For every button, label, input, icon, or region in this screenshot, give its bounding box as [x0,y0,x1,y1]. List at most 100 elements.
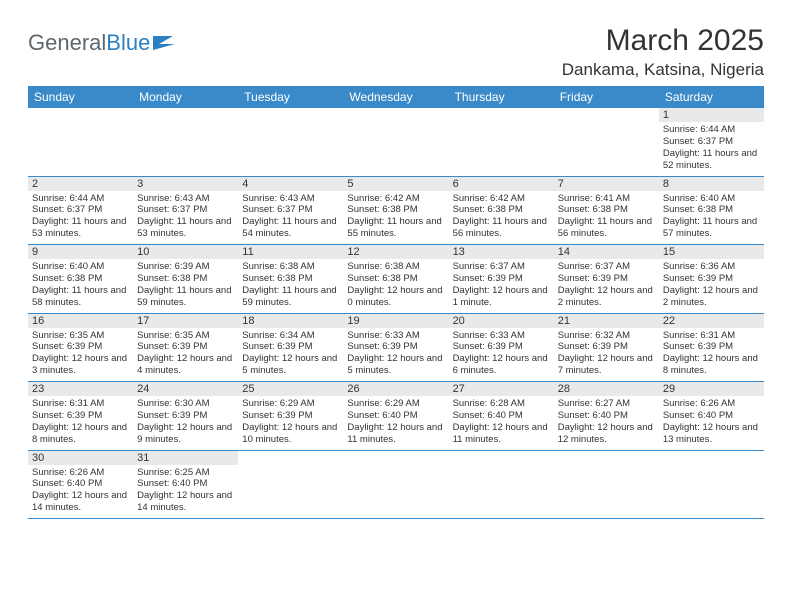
day-number: 12 [343,245,448,259]
day-number: 3 [133,177,238,191]
empty-cell [449,450,554,519]
day-cell: 31Sunrise: 6:25 AMSunset: 6:40 PMDayligh… [133,450,238,519]
day-info: Sunrise: 6:31 AMSunset: 6:39 PMDaylight:… [32,398,129,446]
day-number: 6 [449,177,554,191]
day-cell: 16Sunrise: 6:35 AMSunset: 6:39 PMDayligh… [28,313,133,382]
day-info: Sunrise: 6:38 AMSunset: 6:38 PMDaylight:… [347,261,444,309]
day-info: Sunrise: 6:38 AMSunset: 6:38 PMDaylight:… [242,261,339,309]
day-number: 18 [238,314,343,328]
day-number: 14 [554,245,659,259]
day-cell: 7 Sunrise: 6:41 AMSunset: 6:38 PMDaylight… [554,176,659,245]
day-info: Sunrise: 6:27 AMSunset: 6:40 PMDaylight:… [558,398,655,446]
day-info: Sunrise: 6:32 AMSunset: 6:39 PMDaylight:… [558,330,655,378]
weekday-header: Thursday [449,86,554,108]
day-number: 17 [133,314,238,328]
day-cell: 24Sunrise: 6:30 AMSunset: 6:39 PMDayligh… [133,382,238,451]
day-cell: 23 Sunrise: 6:31 AMSunset: 6:39 PMDayligh… [28,382,133,451]
day-cell: 25Sunrise: 6:29 AMSunset: 6:39 PMDayligh… [238,382,343,451]
weekday-header: Friday [554,86,659,108]
day-info: Sunrise: 6:37 AMSunset: 6:39 PMDaylight:… [453,261,550,309]
empty-cell [449,108,554,176]
calendar-row: 9 Sunrise: 6:40 AMSunset: 6:38 PMDaylight… [28,245,764,314]
day-cell: 8Sunrise: 6:40 AMSunset: 6:38 PMDaylight… [659,176,764,245]
month-title: March 2025 [562,24,764,58]
day-cell: 18Sunrise: 6:34 AMSunset: 6:39 PMDayligh… [238,313,343,382]
day-cell: 15Sunrise: 6:36 AMSunset: 6:39 PMDayligh… [659,245,764,314]
day-number: 23 [28,382,133,396]
header: GeneralBlue March 2025 Dankama, Katsina,… [28,24,764,80]
day-number: 31 [133,451,238,465]
day-number: 20 [449,314,554,328]
logo: GeneralBlue [28,24,175,56]
day-cell: 29Sunrise: 6:26 AMSunset: 6:40 PMDayligh… [659,382,764,451]
day-cell: 14 Sunrise: 6:37 AMSunset: 6:39 PMDayligh… [554,245,659,314]
title-block: March 2025 Dankama, Katsina, Nigeria [562,24,764,80]
empty-cell [343,108,448,176]
day-info: Sunrise: 6:28 AMSunset: 6:40 PMDaylight:… [453,398,550,446]
day-number: 11 [238,245,343,259]
calendar-body: 1 Sunrise: 6:44 AMSunset: 6:37 PMDaylight… [28,108,764,519]
empty-cell [28,108,133,176]
calendar-row: 16Sunrise: 6:35 AMSunset: 6:39 PMDayligh… [28,313,764,382]
day-number: 13 [449,245,554,259]
day-number: 21 [554,314,659,328]
day-number: 22 [659,314,764,328]
day-number: 19 [343,314,448,328]
day-number: 29 [659,382,764,396]
day-cell: 22Sunrise: 6:31 AMSunset: 6:39 PMDayligh… [659,313,764,382]
day-number: 26 [343,382,448,396]
day-cell: 10 Sunrise: 6:39 AMSunset: 6:38 PMDayligh… [133,245,238,314]
day-number: 1 [659,108,764,122]
day-info: Sunrise: 6:42 AMSunset: 6:38 PMDaylight:… [347,193,444,241]
day-cell: 11 Sunrise: 6:38 AMSunset: 6:38 PMDayligh… [238,245,343,314]
day-number: 7 [554,177,659,191]
calendar-head: SundayMondayTuesdayWednesdayThursdayFrid… [28,86,764,108]
day-info: Sunrise: 6:42 AMSunset: 6:38 PMDaylight:… [453,193,550,241]
day-cell: 3 Sunrise: 6:43 AMSunset: 6:37 PMDaylight… [133,176,238,245]
day-info: Sunrise: 6:33 AMSunset: 6:39 PMDaylight:… [347,330,444,378]
day-info: Sunrise: 6:41 AMSunset: 6:38 PMDaylight:… [558,193,655,241]
day-info: Sunrise: 6:40 AMSunset: 6:38 PMDaylight:… [32,261,129,309]
day-info: Sunrise: 6:39 AMSunset: 6:38 PMDaylight:… [137,261,234,309]
day-info: Sunrise: 6:26 AMSunset: 6:40 PMDaylight:… [32,467,129,515]
day-info: Sunrise: 6:35 AMSunset: 6:39 PMDaylight:… [32,330,129,378]
day-info: Sunrise: 6:37 AMSunset: 6:39 PMDaylight:… [558,261,655,309]
day-cell: 28Sunrise: 6:27 AMSunset: 6:40 PMDayligh… [554,382,659,451]
day-cell: 6 Sunrise: 6:42 AMSunset: 6:38 PMDaylight… [449,176,554,245]
day-info: Sunrise: 6:43 AMSunset: 6:37 PMDaylight:… [242,193,339,241]
day-info: Sunrise: 6:43 AMSunset: 6:37 PMDaylight:… [137,193,234,241]
logo-text-1: General [28,30,106,56]
day-cell: 5 Sunrise: 6:42 AMSunset: 6:38 PMDaylight… [343,176,448,245]
logo-flag-icon [153,34,175,50]
day-cell: 2 Sunrise: 6:44 AMSunset: 6:37 PMDaylight… [28,176,133,245]
day-number: 9 [28,245,133,259]
day-cell: 19 Sunrise: 6:33 AMSunset: 6:39 PMDayligh… [343,313,448,382]
empty-cell [554,450,659,519]
day-info: Sunrise: 6:44 AMSunset: 6:37 PMDaylight:… [32,193,129,241]
day-cell: 21 Sunrise: 6:32 AMSunset: 6:39 PMDayligh… [554,313,659,382]
calendar-row: 2 Sunrise: 6:44 AMSunset: 6:37 PMDaylight… [28,176,764,245]
day-number: 2 [28,177,133,191]
empty-cell [238,108,343,176]
weekday-header: Wednesday [343,86,448,108]
day-cell: 20Sunrise: 6:33 AMSunset: 6:39 PMDayligh… [449,313,554,382]
day-number: 15 [659,245,764,259]
day-number: 27 [449,382,554,396]
day-number: 10 [133,245,238,259]
calendar-row: 1 Sunrise: 6:44 AMSunset: 6:37 PMDaylight… [28,108,764,176]
day-cell: 26Sunrise: 6:29 AMSunset: 6:40 PMDayligh… [343,382,448,451]
logo-text-2: Blue [106,30,150,56]
day-number: 24 [133,382,238,396]
day-info: Sunrise: 6:29 AMSunset: 6:39 PMDaylight:… [242,398,339,446]
empty-cell [343,450,448,519]
calendar-table: SundayMondayTuesdayWednesdayThursdayFrid… [28,86,764,519]
day-cell: 12 Sunrise: 6:38 AMSunset: 6:38 PMDayligh… [343,245,448,314]
day-info: Sunrise: 6:44 AMSunset: 6:37 PMDaylight:… [663,124,760,172]
day-cell: 17Sunrise: 6:35 AMSunset: 6:39 PMDayligh… [133,313,238,382]
day-number: 5 [343,177,448,191]
day-cell: 27 Sunrise: 6:28 AMSunset: 6:40 PMDayligh… [449,382,554,451]
day-cell: 9 Sunrise: 6:40 AMSunset: 6:38 PMDaylight… [28,245,133,314]
empty-cell [133,108,238,176]
empty-cell [554,108,659,176]
location: Dankama, Katsina, Nigeria [562,60,764,80]
